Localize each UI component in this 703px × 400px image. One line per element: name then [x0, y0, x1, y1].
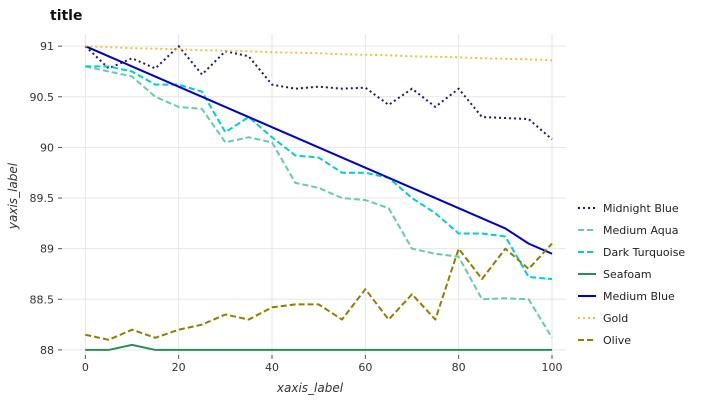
y-tick-label: 88.5: [30, 293, 55, 306]
y-axis-ticks: 88 88.5 89 89.5 90 90.5 91: [30, 40, 62, 357]
y-tick-label: 91: [40, 40, 54, 53]
gridlines: [62, 34, 566, 355]
x-tick-label: 100: [542, 361, 563, 374]
legend-entry: Medium Blue: [603, 290, 675, 303]
series-line-medium-aqua: [85, 65, 553, 339]
x-tick-label: 0: [82, 361, 89, 374]
legend-entry: Seafoam: [603, 268, 652, 281]
x-axis-label: xaxis_label: [276, 381, 344, 395]
y-tick-label: 89.5: [30, 192, 55, 205]
x-tick-label: 60: [358, 361, 372, 374]
series-line-olive: [85, 242, 553, 341]
series-line-dark-turquoise: [85, 65, 553, 281]
y-tick-label: 90.5: [30, 91, 55, 104]
legend-entry: Gold: [603, 312, 628, 325]
x-tick-label: 20: [172, 361, 186, 374]
chart-title: title: [50, 8, 82, 24]
y-tick-label: 88: [40, 344, 54, 357]
series-line-medium-blue: [84, 45, 553, 255]
series-layer: [84, 45, 553, 351]
series-line-midnight-blue: [84, 45, 553, 141]
legend-entry: Dark Turquoise: [603, 246, 685, 259]
x-axis-ticks: 0 20 40 60 80 100: [82, 355, 563, 374]
series-line-seafoam: [85, 343, 552, 351]
legend-entry: Olive: [603, 334, 631, 347]
y-axis-label: yaxis_label: [6, 162, 20, 230]
legend: Midnight Blue Medium Aqua Dark Turquoise Se…: [578, 202, 685, 347]
legend-entry: Medium Aqua: [603, 224, 679, 237]
x-tick-label: 80: [452, 361, 466, 374]
x-tick-label: 40: [265, 361, 279, 374]
y-tick-label: 89: [40, 243, 54, 256]
y-tick-label: 90: [40, 141, 54, 154]
legend-entry: Midnight Blue: [603, 202, 679, 215]
